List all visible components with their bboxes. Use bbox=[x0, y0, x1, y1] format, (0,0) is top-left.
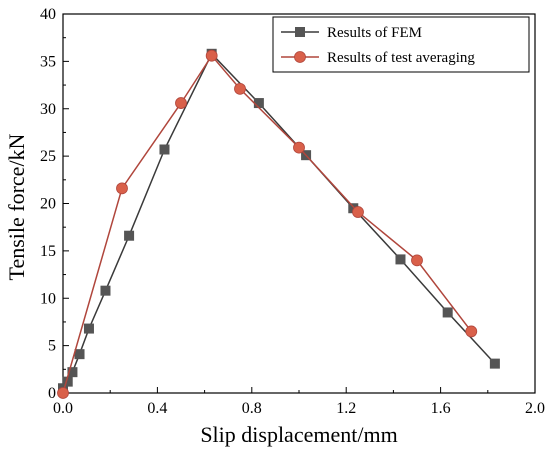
fem-data-point bbox=[83, 323, 94, 334]
x-tick-label: 0.8 bbox=[242, 400, 262, 417]
y-tick-label: 15 bbox=[40, 243, 56, 260]
x-tick-label: 1.2 bbox=[336, 400, 356, 417]
y-tick-label: 30 bbox=[40, 101, 56, 118]
x-tick-label: 2.0 bbox=[525, 400, 545, 417]
fem-data-point bbox=[100, 285, 111, 296]
y-tick-label: 10 bbox=[40, 290, 56, 307]
y-tick-label: 20 bbox=[40, 196, 56, 213]
fem-data-point bbox=[489, 358, 500, 369]
fem-data-point bbox=[74, 349, 85, 360]
y-axis-title: Tensile force/kN bbox=[4, 133, 29, 280]
fem-data-point bbox=[253, 98, 264, 109]
legend-marker-test bbox=[294, 51, 306, 63]
test-data-point bbox=[352, 206, 364, 218]
test-data-point bbox=[465, 325, 478, 338]
x-tick-label: 1.6 bbox=[431, 400, 451, 417]
test-data-point bbox=[175, 97, 187, 109]
fem-data-point bbox=[62, 376, 73, 387]
y-tick-label: 5 bbox=[48, 338, 56, 355]
y-tick-label: 40 bbox=[40, 6, 56, 23]
series-line-2 bbox=[62, 54, 472, 394]
x-tick-label: 0.0 bbox=[53, 400, 73, 417]
fem-data-point bbox=[159, 144, 170, 155]
legend-label-1: Results of FEM bbox=[327, 25, 422, 41]
x-axis-title: Slip displacement/mm bbox=[200, 422, 397, 447]
test-data-point bbox=[411, 254, 423, 267]
test-data-point bbox=[57, 387, 69, 399]
fem-data-point bbox=[348, 203, 359, 214]
series-line-1 bbox=[62, 52, 496, 389]
test-data-point bbox=[116, 182, 128, 195]
legend-label-2: Results of test averaging bbox=[327, 50, 475, 66]
test-data-point bbox=[234, 82, 246, 95]
fem-data-point bbox=[395, 254, 406, 265]
y-tick-label: 25 bbox=[40, 148, 56, 165]
fem-data-point bbox=[67, 367, 78, 378]
test-data-point bbox=[205, 49, 218, 62]
fem-data-point bbox=[124, 230, 135, 241]
y-tick-label: 0 bbox=[48, 385, 56, 402]
test-data-point bbox=[293, 141, 305, 154]
fem-data-point bbox=[442, 307, 453, 318]
chart-marks: 0.0 0.4 0.8 1.2 1.6 2.0 0 5 10 15 20 25 30 35 40 Result… bbox=[40, 6, 545, 417]
legend-box bbox=[272, 16, 530, 73]
x-tick-label: 0.4 bbox=[147, 400, 167, 417]
legend-marker-fem bbox=[295, 27, 305, 37]
y-tick-label: 35 bbox=[40, 53, 56, 70]
